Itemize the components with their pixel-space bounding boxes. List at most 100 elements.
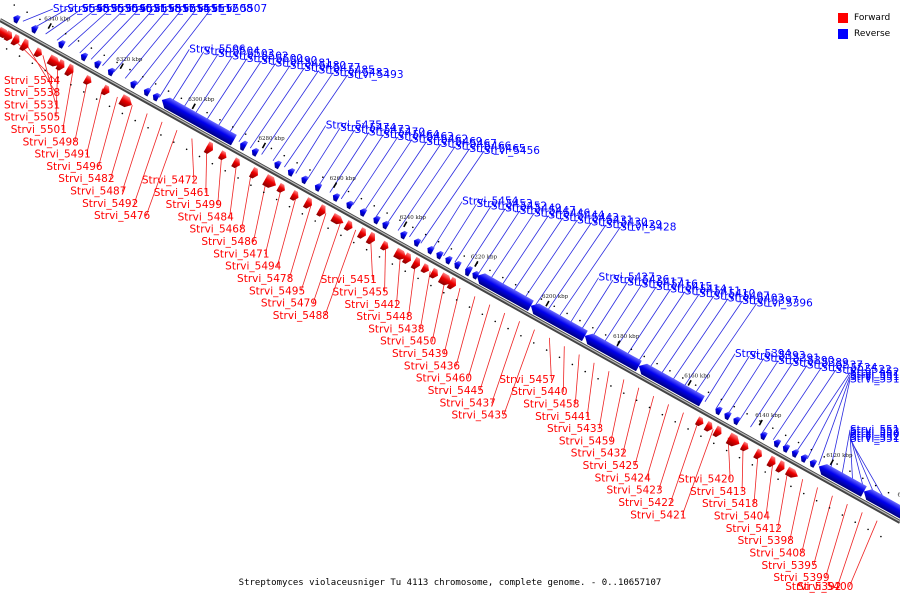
reverse-gene-label[interactable]: Strvi_5511 xyxy=(168,3,224,15)
forward-gene-label[interactable]: Strvi_5399 xyxy=(773,572,829,584)
reverse-gene-label[interactable]: Strvi_5503 xyxy=(218,48,274,60)
forward-gene-label[interactable]: Strvi_5435 xyxy=(452,410,508,422)
reverse-gene-label[interactable]: Strvi_5394 xyxy=(735,348,792,360)
forward-gene-label[interactable]: Strvi_5450 xyxy=(380,336,436,348)
reverse-gene-label[interactable]: Strvi_5518 xyxy=(125,3,181,15)
forward-gene-label[interactable]: Strvi_5445 xyxy=(428,385,484,397)
reverse-gene-label[interactable]: Strvi_5428 xyxy=(620,221,676,233)
reverse-gene-label[interactable]: Strvi_5512 xyxy=(182,3,238,15)
reverse-gene-label[interactable]: Strvi_5470 xyxy=(369,127,425,139)
forward-gene-label[interactable]: Strvi_5440 xyxy=(511,386,567,398)
forward-gene-label[interactable]: Strvi_5488 xyxy=(273,310,329,322)
forward-gene-label[interactable]: Strvi_5424 xyxy=(595,472,652,484)
reverse-gene-label[interactable]: Strvi_5473 xyxy=(354,124,410,136)
reverse-gene-label[interactable]: Strvi_5396 xyxy=(757,297,814,309)
gene-labels[interactable]: Strvi_5548Strvi_5536Strvi_5530Strvi_5540… xyxy=(4,3,900,593)
reverse-gene-label[interactable]: Strvi_5548 xyxy=(53,3,109,15)
forward-gene-label[interactable]: Strvi_5451 xyxy=(321,274,377,286)
forward-gene-label[interactable]: Strvi_5484 xyxy=(178,211,235,223)
reverse-gene-label[interactable]: Strvi_5454 xyxy=(462,196,519,208)
reverse-gene-label[interactable]: Strvi_5414 xyxy=(670,283,727,295)
forward-gene-label[interactable]: Strvi_5437 xyxy=(440,397,496,409)
forward-gene-label[interactable]: Strvi_5498 xyxy=(23,136,79,148)
forward-gene-label[interactable]: Strvi_5501 xyxy=(11,124,67,136)
reverse-gene-label[interactable]: Strvi_5510 xyxy=(850,433,900,445)
reverse-gene-label[interactable]: Strvi_5444 xyxy=(548,210,605,222)
reverse-gene-label[interactable]: Strvi_5540 xyxy=(96,3,152,15)
forward-gene-label[interactable]: Strvi_5486 xyxy=(201,236,258,248)
reverse-gene-label[interactable]: Strvi_5508 xyxy=(197,3,253,15)
reverse-gene-label[interactable]: Strvi_5523 xyxy=(850,431,900,443)
reverse-gene-label[interactable]: Strvi_5477 xyxy=(304,62,360,74)
reverse-gene-label[interactable]: Strvi_5507 xyxy=(211,3,267,15)
forward-gene-label[interactable]: Strvi_5412 xyxy=(726,523,782,535)
reverse-gene-label[interactable]: Strvi_5411 xyxy=(685,286,741,298)
reverse-gene-label[interactable]: Strvi_5500 xyxy=(247,53,303,65)
forward-gene-label[interactable]: Strvi_5418 xyxy=(702,498,758,510)
forward-gene-label[interactable]: Strvi_5491 xyxy=(35,149,91,161)
forward-gene-label[interactable]: Strvi_5442 xyxy=(344,299,400,311)
reverse-gene-label[interactable]: Strvi_5509 xyxy=(850,429,900,441)
reverse-gene-label[interactable]: Strvi_5520 xyxy=(850,426,900,438)
forward-gene-label[interactable]: Strvi_5544 xyxy=(4,75,61,87)
reverse-gene-label[interactable]: Strvi_5522 xyxy=(836,364,892,376)
reverse-gene-label[interactable]: Strvi_5417 xyxy=(627,276,683,288)
reverse-gene-label[interactable]: Strvi_5517 xyxy=(139,3,195,15)
forward-gene-label[interactable]: Strvi_5487 xyxy=(70,186,126,198)
reverse-gene-label[interactable]: Strvi_5504 xyxy=(204,46,261,58)
reverse-gene-label[interactable]: Strvi_5474 xyxy=(340,122,397,134)
reverse-gene-label[interactable]: Strvi_5462 xyxy=(412,134,468,146)
forward-gene-label[interactable]: Strvi_5538 xyxy=(4,87,60,99)
reverse-gene-label[interactable]: Strvi_5506 xyxy=(189,43,246,55)
forward-gene-label[interactable]: Strvi_5423 xyxy=(606,485,662,497)
reverse-gene-label[interactable]: Strvi_5475 xyxy=(326,119,382,131)
reverse-gene-label[interactable]: Strvi_5490 xyxy=(261,55,317,67)
reverse-gene-label[interactable]: Strvi_5465 xyxy=(469,143,525,155)
reverse-gene-label[interactable]: Strvi_5469 xyxy=(426,136,482,148)
reverse-gene-label[interactable]: Strvi_5389 xyxy=(792,357,848,369)
reverse-gene-label[interactable]: Strvi_5427 xyxy=(599,272,655,284)
forward-gene-label[interactable]: Strvi_5420 xyxy=(678,474,734,486)
forward-gene-label[interactable]: Strvi_5496 xyxy=(46,161,103,173)
reverse-gene-label[interactable]: Strvi_5410 xyxy=(699,288,755,300)
reverse-gene-label[interactable]: Strvi_5519 xyxy=(850,424,900,436)
forward-gene-label[interactable]: Strvi_5400 xyxy=(797,581,853,593)
reverse-gene-label[interactable]: Strvi_5536 xyxy=(67,3,124,15)
reverse-gene-label[interactable]: Strvi_5502 xyxy=(232,50,288,62)
reverse-gene-label[interactable]: Strvi_5463 xyxy=(398,131,454,143)
reverse-gene-label[interactable]: Strvi_5525 xyxy=(850,366,900,378)
reverse-gene-label[interactable]: Strvi_5426 xyxy=(613,274,670,286)
forward-gene-label[interactable]: Strvi_5468 xyxy=(189,224,245,236)
forward-gene-label[interactable]: Strvi_5404 xyxy=(714,511,771,523)
forward-gene-label[interactable]: Strvi_5457 xyxy=(499,374,555,386)
reverse-gene-label[interactable]: Strvi_5481 xyxy=(276,57,332,69)
reverse-gene-label[interactable]: Strvi_5467 xyxy=(441,138,497,150)
reverse-gene-label[interactable]: Strvi_5464 xyxy=(383,129,440,141)
reverse-gene-label[interactable]: Strvi_5391 xyxy=(764,352,820,364)
reverse-gene-label[interactable]: Strvi_5516 xyxy=(850,369,900,381)
reverse-gene-label[interactable]: Strvi_5447 xyxy=(520,205,576,217)
forward-gene-label[interactable]: Strvi_5494 xyxy=(225,261,282,273)
reverse-gene-label[interactable]: Strvi_5397 xyxy=(742,295,798,307)
forward-gene-label[interactable]: Strvi_5531 xyxy=(4,99,60,111)
reverse-gene-label[interactable]: Strvi_5449 xyxy=(505,203,561,215)
forward-gene-label[interactable]: Strvi_5472 xyxy=(142,174,198,186)
reverse-gene-label[interactable]: Strvi_5530 xyxy=(82,3,138,15)
forward-gene-label[interactable]: Strvi_5478 xyxy=(237,273,293,285)
reverse-gene-label[interactable]: Strvi_5521 xyxy=(110,3,166,15)
reverse-gene-label[interactable]: Strvi_5524 xyxy=(821,362,878,374)
forward-gene-label[interactable]: Strvi_5461 xyxy=(154,187,210,199)
reverse-gene-label[interactable]: Strvi_5390 xyxy=(778,355,834,367)
reverse-gene-label[interactable]: Strvi_5415 xyxy=(656,281,712,293)
reverse-gene-label[interactable]: Strvi_5480 xyxy=(290,60,346,72)
forward-gene-label[interactable]: Strvi_5432 xyxy=(571,448,627,460)
reverse-gene-label[interactable]: Strvi_5514 xyxy=(153,3,210,15)
forward-gene-label[interactable]: Strvi_5395 xyxy=(761,560,817,572)
forward-gene-label[interactable]: Strvi_5476 xyxy=(94,210,151,222)
reverse-gene-label[interactable]: Strvi_5453 xyxy=(477,198,533,210)
reverse-gene-label[interactable]: Strvi_5515 xyxy=(850,374,900,386)
reverse-gene-label[interactable]: Strvi_5466 xyxy=(455,141,512,153)
forward-gene-label[interactable]: Strvi_5460 xyxy=(416,373,472,385)
reverse-gene-label[interactable]: Strvi_5537 xyxy=(807,359,863,371)
forward-gene-label[interactable]: Strvi_5433 xyxy=(547,423,603,435)
